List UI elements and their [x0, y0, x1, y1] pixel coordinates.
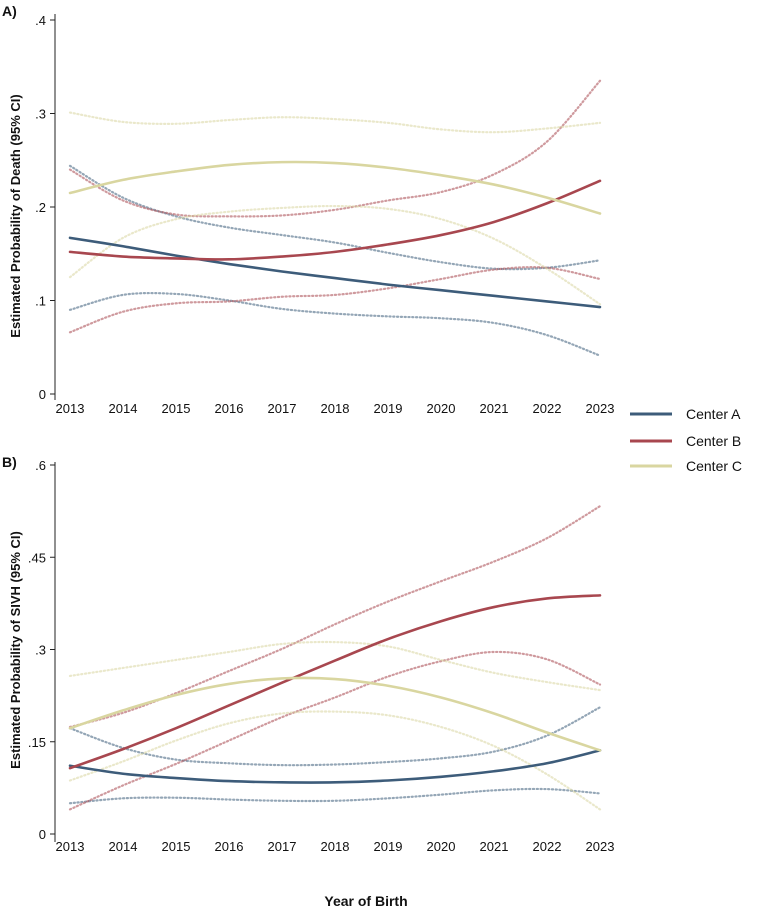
legend-item-center-a: Center A — [630, 406, 741, 422]
panel-a-x-tick-label: 2013 — [56, 401, 85, 416]
x-axis-title: Year of Birth — [324, 893, 407, 909]
legend-label-center-a: Center A — [686, 406, 741, 422]
panel-a-y-tick-label: .4 — [35, 13, 46, 28]
panel-b-x-tick-label: 2021 — [480, 839, 509, 854]
panel-b-y-tick-label: .45 — [28, 550, 46, 565]
panel-a-x-tick-label: 2015 — [162, 401, 191, 416]
panel-a-y-tick-label: .2 — [35, 200, 46, 215]
panel-a-y-tick-label: .3 — [35, 107, 46, 122]
panel-a-y-ticks: 0 .1 .2 .3 .4 — [35, 13, 55, 402]
panel-b-x-tick-label: 2020 — [427, 839, 456, 854]
panel-a-center-c-line — [68, 160, 602, 215]
panel-b-center-a-ci-lower — [68, 787, 602, 805]
panel-a-x-tick-label: 2020 — [427, 401, 456, 416]
legend: Center A Center B Center C — [630, 406, 742, 474]
panel-b-center-c-ci-lower — [68, 710, 602, 811]
panel-a-x-tick-label: 2021 — [480, 401, 509, 416]
panel-a-label: A) — [2, 3, 17, 19]
panel-b-center-b-ci-upper — [68, 505, 602, 729]
legend-label-center-b: Center B — [686, 433, 741, 449]
panel-b-y-tick-label: .3 — [35, 643, 46, 658]
legend-label-center-c: Center C — [686, 458, 742, 474]
panel-a-death: A) Estimated Probability of Death (95% C… — [2, 3, 614, 416]
panel-b-x-tick-label: 2023 — [586, 839, 615, 854]
panel-b-center-c-ci-upper — [68, 640, 602, 692]
panel-a-center-a-line — [68, 236, 602, 309]
panel-a-x-ticks: 2013 2014 2015 2016 2017 2018 2019 2020 2021 2022… — [56, 401, 615, 416]
panel-b-x-tick-label: 2016 — [215, 839, 244, 854]
panel-a-x-tick-label: 2018 — [321, 401, 350, 416]
panel-b-center-a-ci-upper — [68, 706, 602, 767]
panel-a-center-b-ci-lower — [68, 266, 602, 334]
legend-item-center-b: Center B — [630, 433, 741, 449]
legend-item-center-c: Center C — [630, 458, 742, 474]
panel-b-y-ticks: 0 .15 .3 .45 .6 — [28, 458, 55, 842]
panel-b-y-tick-label: 0 — [39, 827, 46, 842]
panel-b-sivh: B) Estimated Probability of SIVH (95% CI… — [2, 454, 614, 909]
panel-a-x-tick-label: 2019 — [374, 401, 403, 416]
panel-b-label: B) — [2, 454, 17, 470]
panel-a-center-c-ci-upper — [68, 111, 602, 134]
panel-a-center-b-ci-upper — [68, 79, 602, 218]
panel-b-x-ticks: 2013 2014 2015 2016 2017 2018 2019 2020 2021 2022… — [56, 839, 615, 854]
panel-a-ci-bands — [68, 79, 602, 357]
panel-a-y-axis-label: Estimated Probability of Death (95% CI) — [8, 94, 23, 337]
panel-b-center-b-ci-lower — [68, 650, 602, 811]
panel-a-x-tick-label: 2022 — [533, 401, 562, 416]
panel-a-x-tick-label: 2017 — [268, 401, 297, 416]
panel-b-x-tick-label: 2022 — [533, 839, 562, 854]
panel-a-center-c-ci-lower — [68, 204, 602, 306]
panel-b-y-tick-label: .6 — [35, 458, 46, 473]
panel-b-center-b-line — [68, 594, 602, 770]
panel-b-x-tick-label: 2018 — [321, 839, 350, 854]
panel-a-y-tick-label: 0 — [39, 387, 46, 402]
panel-b-x-tick-label: 2013 — [56, 839, 85, 854]
panel-a-x-tick-label: 2023 — [586, 401, 615, 416]
panel-b-x-tick-label: 2019 — [374, 839, 403, 854]
panel-b-y-axis-label: Estimated Probability of SIVH (95% CI) — [8, 531, 23, 769]
panel-b-y-tick-label: .15 — [28, 735, 46, 750]
panel-b-ci-bands — [68, 505, 602, 811]
panel-a-center-a-ci-lower — [68, 291, 602, 357]
panel-a-y-tick-label: .1 — [35, 294, 46, 309]
panel-b-center-c-line — [68, 676, 602, 752]
panel-b-x-tick-label: 2014 — [109, 839, 138, 854]
panel-a-x-tick-label: 2014 — [109, 401, 138, 416]
panel-b-series-lines — [68, 594, 602, 784]
panel-b-x-tick-label: 2015 — [162, 839, 191, 854]
panel-b-center-a-line — [68, 749, 602, 784]
panel-a-center-b-line — [68, 179, 602, 261]
panel-b-x-tick-label: 2017 — [268, 839, 297, 854]
panel-a-series-lines — [68, 160, 602, 309]
panel-a-x-tick-label: 2016 — [215, 401, 244, 416]
